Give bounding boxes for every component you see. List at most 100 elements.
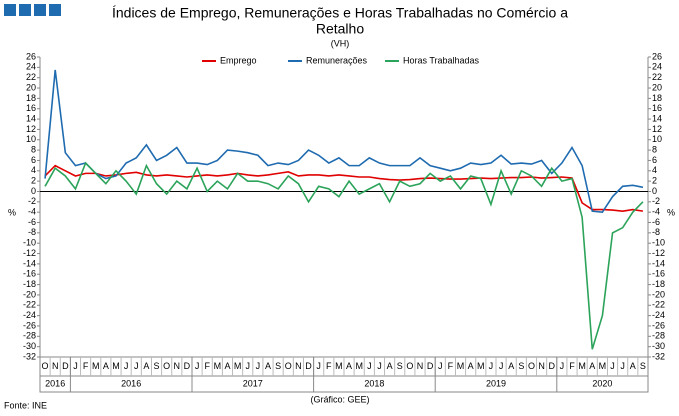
x-tick-label: F bbox=[204, 361, 210, 371]
x-tick-label: F bbox=[448, 361, 454, 371]
y2-tick-label: -16 bbox=[652, 269, 665, 279]
x-tick-label: J bbox=[316, 361, 321, 371]
x-tick-label: S bbox=[640, 361, 646, 371]
series-line bbox=[44, 161, 644, 350]
x-tick-label: M bbox=[599, 361, 607, 371]
x-tick-label: M bbox=[214, 361, 222, 371]
x-tick-label: J bbox=[560, 361, 565, 371]
y2-tick-label: -28 bbox=[652, 331, 665, 341]
y-tick-label: -8 bbox=[28, 227, 36, 237]
year-label: 2020 bbox=[592, 378, 612, 388]
y-tick-label: 12 bbox=[26, 124, 36, 134]
legend-label: Emprego bbox=[220, 55, 257, 65]
x-tick-label: A bbox=[468, 361, 474, 371]
x-tick-label: J bbox=[256, 361, 261, 371]
x-tick-label: J bbox=[499, 361, 504, 371]
x-tick-label: A bbox=[224, 361, 230, 371]
x-tick-label: J bbox=[124, 361, 129, 371]
y2-tick-label: -14 bbox=[652, 258, 665, 268]
y-tick-label: -22 bbox=[23, 300, 36, 310]
y2-tick-label: -12 bbox=[652, 248, 665, 258]
x-tick-label: A bbox=[143, 361, 149, 371]
x-tick-label: A bbox=[630, 361, 636, 371]
x-tick-label: A bbox=[346, 361, 352, 371]
x-tick-label: A bbox=[589, 361, 595, 371]
y-tick-label: 8 bbox=[31, 144, 36, 154]
y2-tick-label: -6 bbox=[652, 217, 660, 227]
x-tick-label: M bbox=[477, 361, 485, 371]
y2-tick-label: 24 bbox=[652, 62, 662, 72]
y-tick-label: 26 bbox=[26, 51, 36, 61]
x-tick-label: J bbox=[73, 361, 78, 371]
subtitle: (VH) bbox=[331, 38, 350, 48]
y2-tick-label: 10 bbox=[652, 134, 662, 144]
x-tick-label: M bbox=[112, 361, 120, 371]
y-tick-label: -32 bbox=[23, 351, 36, 361]
x-tick-label: J bbox=[610, 361, 615, 371]
x-tick-label: F bbox=[326, 361, 332, 371]
x-tick-label: J bbox=[377, 361, 382, 371]
x-tick-label: A bbox=[508, 361, 514, 371]
y2-tick-label: -10 bbox=[652, 238, 665, 248]
y2-tick-label: -22 bbox=[652, 300, 665, 310]
x-tick-label: M bbox=[234, 361, 242, 371]
y-tick-label: 4 bbox=[31, 165, 36, 175]
x-tick-label: F bbox=[83, 361, 89, 371]
x-tick-label: N bbox=[295, 361, 302, 371]
y-tick-label: -4 bbox=[28, 207, 36, 217]
x-tick-label: O bbox=[285, 361, 292, 371]
credit: (Gráfico: GEE) bbox=[310, 394, 369, 404]
x-tick-label: M bbox=[92, 361, 100, 371]
y2-tick-label: 0 bbox=[652, 186, 657, 196]
year-label: 2016 bbox=[121, 378, 141, 388]
x-tick-label: A bbox=[387, 361, 393, 371]
y-tick-label: 24 bbox=[26, 62, 36, 72]
x-tick-label: M bbox=[355, 361, 363, 371]
y2-tick-label: -2 bbox=[652, 196, 660, 206]
x-tick-label: O bbox=[163, 361, 170, 371]
y2-tick-label: -30 bbox=[652, 341, 665, 351]
series-line bbox=[44, 164, 644, 212]
y2-tick-label: -32 bbox=[652, 351, 665, 361]
y2-tick-label: 22 bbox=[652, 72, 662, 82]
x-tick-label: D bbox=[305, 361, 312, 371]
y-tick-label: 0 bbox=[31, 186, 36, 196]
y-tick-label: -10 bbox=[23, 238, 36, 248]
y-tick-label: -30 bbox=[23, 341, 36, 351]
y2-tick-label: 6 bbox=[652, 155, 657, 165]
y-tick-label: -26 bbox=[23, 320, 36, 330]
year-label: 2017 bbox=[243, 378, 263, 388]
y-tick-label: -16 bbox=[23, 269, 36, 279]
x-tick-label: S bbox=[275, 361, 281, 371]
x-tick-label: N bbox=[417, 361, 424, 371]
y2-tick-label: -18 bbox=[652, 279, 665, 289]
y2-tick-label: -24 bbox=[652, 310, 665, 320]
x-tick-label: O bbox=[406, 361, 413, 371]
x-tick-label: O bbox=[42, 361, 49, 371]
x-tick-label: O bbox=[528, 361, 535, 371]
source: Fonte: INE bbox=[4, 400, 47, 410]
x-tick-label: A bbox=[103, 361, 109, 371]
x-tick-label: N bbox=[538, 361, 545, 371]
y-tick-label: -18 bbox=[23, 279, 36, 289]
x-tick-label: S bbox=[518, 361, 524, 371]
year-label: 2016 bbox=[45, 378, 65, 388]
x-tick-label: N bbox=[52, 361, 59, 371]
y-tick-label: -20 bbox=[23, 289, 36, 299]
y-tick-label: 16 bbox=[26, 103, 36, 113]
year-label: 2019 bbox=[486, 378, 506, 388]
x-tick-label: M bbox=[578, 361, 586, 371]
y-tick-label: 6 bbox=[31, 155, 36, 165]
series-line bbox=[44, 69, 644, 214]
y-tick-label: 22 bbox=[26, 72, 36, 82]
y-tick-label: 18 bbox=[26, 93, 36, 103]
y2-tick-label: 2 bbox=[652, 176, 657, 186]
y2-tick-label: 18 bbox=[652, 93, 662, 103]
y-tick-label: 10 bbox=[26, 134, 36, 144]
y2-tick-label: 16 bbox=[652, 103, 662, 113]
y2-tick-label: -26 bbox=[652, 320, 665, 330]
y-tick-label: 20 bbox=[26, 82, 36, 92]
y-tick-label: -12 bbox=[23, 248, 36, 258]
x-tick-label: D bbox=[427, 361, 434, 371]
